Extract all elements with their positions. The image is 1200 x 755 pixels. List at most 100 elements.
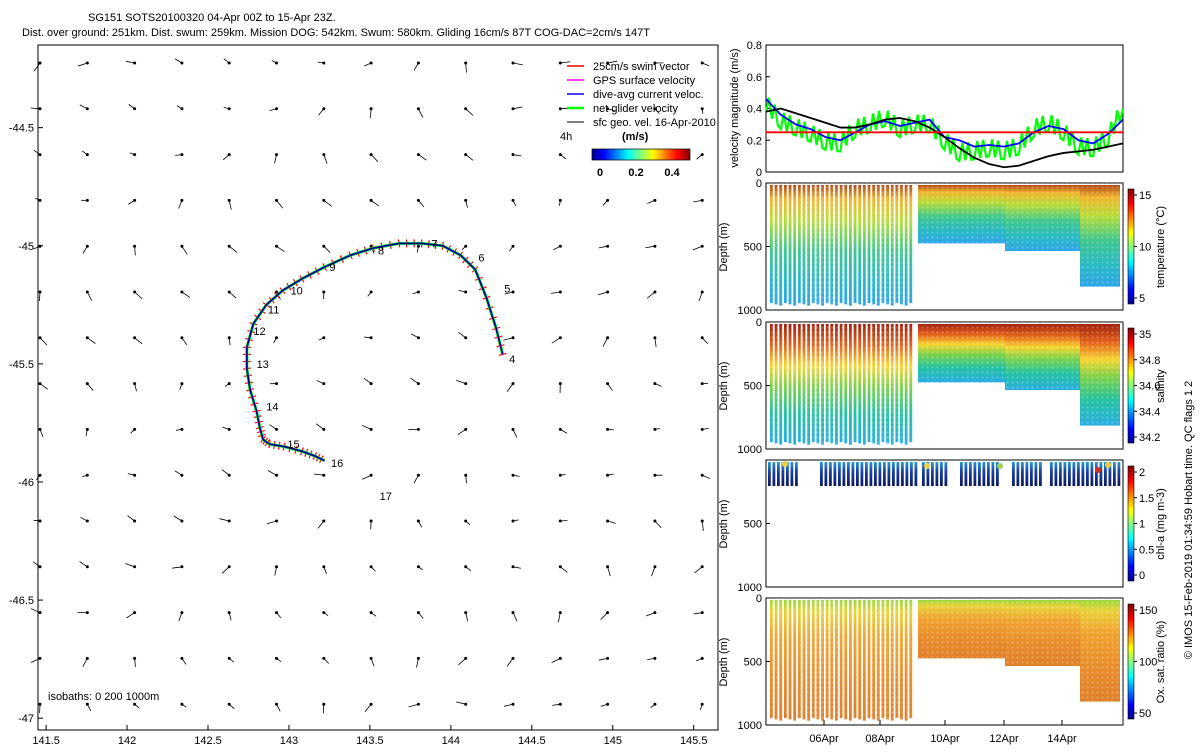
velocity-arrow-tail [133,153,136,156]
velocity-arrow-tail [322,107,325,110]
velocity-arrow-tail [39,382,42,385]
velocity-arrow-tail [559,291,562,294]
velocity-arrow-tail [559,153,562,156]
profile-column [1012,462,1015,486]
day-label: 8 [378,246,384,258]
velocity-arrow-tail [86,428,89,431]
legend-label: dive-avg current veloc. [593,89,704,101]
profile-column [960,462,963,486]
y-tick-label: -45 [18,241,34,253]
velocity-arrow-tail [417,520,420,523]
velocity-arrow-tail [39,428,42,431]
x-tick-label: 06Apr [809,733,839,745]
profile-column [901,462,904,486]
velocity-arrow-tail [559,611,562,614]
velocity-arrow-tail [322,703,325,706]
velocity-arrow-tail [275,428,278,431]
velocity-arrow-tail [417,428,420,431]
day-label: 7 [431,238,437,250]
velocity-arrow-tail [180,153,183,156]
profile-column [879,462,882,486]
day-label: 9 [329,262,335,274]
profile-column [1118,462,1121,486]
velocity-arrow-tail [370,153,373,156]
velocity-arrow-tail [228,657,231,660]
velocity-arrow-tail [653,657,656,660]
velocity-arrow-tail [559,62,562,65]
velocity-arrow-tail [370,657,373,660]
velocity-arrow-tail [275,657,278,660]
temperature-clabel: temperature (°C) [1155,206,1167,288]
profile-column [888,462,891,486]
day-label: 17 [380,491,392,503]
day-label: 12 [253,326,265,338]
velocity-arrow-tail [653,199,656,202]
colorbar-tick-label: 5 [1139,293,1145,305]
velocity-arrow-tail [512,199,515,202]
day-label: 16 [331,458,343,470]
x-tick-label: 143 [280,735,298,747]
y-tick-label: 0.2 [747,135,762,147]
y-tick-label: 500 [744,657,762,669]
velocity-arrow-tail [559,565,562,568]
velocity-arrow-tail [322,199,325,202]
velocity-arrow-tail [39,703,42,706]
velocity-arrow-tail [228,107,231,110]
speed-colorbar [592,149,690,160]
profile-column [834,462,837,486]
velocity-arrow-tail [228,245,231,248]
profile-column [987,462,990,486]
velocity-arrow-tail [512,291,515,294]
velocity-arrow-tail [512,62,515,65]
x-tick-label: 144 [442,735,460,747]
velocity-arrow-tail [180,382,183,385]
profile-column [856,462,859,486]
velocity-arrow-tail [701,382,704,385]
colorbar-tick-label: 100 [1139,657,1157,669]
velocity-arrow-tail [322,336,325,339]
velocity-arrow-tail [606,657,609,660]
profile-column [915,462,918,486]
velocity-arrow-tail [606,565,609,568]
colorbar [1128,189,1134,304]
day-label: 6 [478,253,484,265]
profile-column [974,462,977,486]
velocity-arrow-tail [559,107,562,110]
y-tick-label: 0.6 [747,72,762,84]
velocity-arrow-tail [559,428,562,431]
chlorophyll-ylabel: Depth (m) [718,500,730,549]
velocity-arrow-tail [322,291,325,294]
velocity-arrow-tail [701,245,704,248]
velocity-arrow-tail [39,291,42,294]
profile-column [906,462,909,486]
velocity-arrow-tail [39,474,42,477]
y-tick-label: -46.5 [9,595,34,607]
temperature-profiles [766,183,1123,310]
velocity-arrow-tail [86,382,89,385]
profile-column [1064,462,1067,486]
profile-column [773,462,776,486]
colorbar-tick: 0.2 [628,167,643,179]
velocity-arrow-tail [228,520,231,523]
velocity-arrow-tail [653,611,656,614]
velocity-arrow-tail [464,291,467,294]
y-tick-label: -46 [18,477,34,489]
velocity-arrow-tail [133,703,136,706]
velocity-arrow-tail [322,520,325,523]
velocity-arrow-tail [512,474,515,477]
colorbar-tick-label: 0 [1139,570,1145,582]
profile-column [777,462,780,486]
figure-subtitle: Dist. over ground: 251km. Dist. swum: 25… [22,27,650,39]
texture [766,322,1123,449]
velocity-arrow-tail [606,428,609,431]
velocity-arrow-tail [653,565,656,568]
velocity-arrow-tail [417,565,420,568]
velocity-arrow-tail [512,611,515,614]
velocity-arrow-tail [606,245,609,248]
velocity-arrow-tail [275,199,278,202]
profile-column [1091,462,1094,486]
velocity-arrow-tail [417,199,420,202]
velocity-arrow-tail [417,107,420,110]
colorbar-tick-label: 50 [1139,708,1151,720]
velocity-arrow-tail [464,657,467,660]
